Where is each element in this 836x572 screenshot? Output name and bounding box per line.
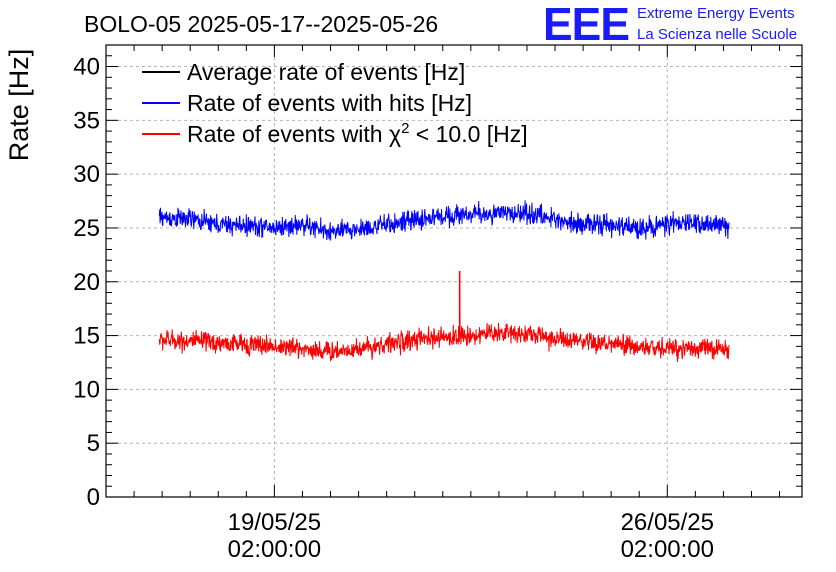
legend-chi2-suffix: < 10.0 [Hz] bbox=[409, 121, 527, 147]
chart-title: BOLO-05 2025-05-17--2025-05-26 bbox=[84, 11, 438, 37]
y-tick-label-20: 20 bbox=[73, 269, 100, 296]
x-tick-date-label-1: 26/05/25 bbox=[621, 509, 714, 536]
x-tick-time-label-1: 02:00:00 bbox=[621, 536, 714, 563]
legend-chi2-prefix: Rate of events with bbox=[187, 121, 389, 147]
logo-line-1: Extreme Energy Events bbox=[637, 5, 795, 22]
legend-chi2-symbol: χ bbox=[389, 121, 401, 147]
y-tick-label-30: 30 bbox=[73, 161, 100, 188]
legend: Average rate of events [Hz] Rate of even… bbox=[142, 59, 528, 147]
x-tick-time-label-0: 02:00:00 bbox=[228, 536, 321, 563]
legend-chi2-exponent: 2 bbox=[401, 120, 409, 137]
x-tick-date-label-0: 19/05/25 bbox=[228, 509, 321, 536]
eee-logo-mark: EEE bbox=[543, 0, 629, 50]
y-tick-label-0: 0 bbox=[87, 484, 100, 511]
legend-label-chi2: Rate of events with χ2 < 10.0 [Hz] bbox=[187, 120, 528, 147]
y-tick-label-40: 40 bbox=[73, 54, 100, 81]
series-line-2 bbox=[158, 270, 730, 362]
y-tick-label-5: 5 bbox=[87, 430, 100, 457]
logo-line-2: La Scienza nelle Scuole bbox=[637, 26, 797, 43]
y-axis-label: Rate [Hz] bbox=[4, 49, 34, 162]
legend-label-hits: Rate of events with hits [Hz] bbox=[187, 90, 472, 116]
series-line-1 bbox=[158, 200, 730, 241]
legend-label-average: Average rate of events [Hz] bbox=[187, 59, 465, 85]
y-tick-label-15: 15 bbox=[73, 323, 100, 350]
series-layer bbox=[158, 200, 730, 362]
eee-logo: EEE Extreme Energy Events La Scienza nel… bbox=[543, 0, 797, 50]
axes: 051015202530354019/05/2502:00:0026/05/25… bbox=[73, 44, 803, 563]
y-tick-label-25: 25 bbox=[73, 215, 100, 242]
y-tick-label-35: 35 bbox=[73, 107, 100, 134]
grid bbox=[106, 45, 802, 497]
y-tick-label-10: 10 bbox=[73, 376, 100, 403]
